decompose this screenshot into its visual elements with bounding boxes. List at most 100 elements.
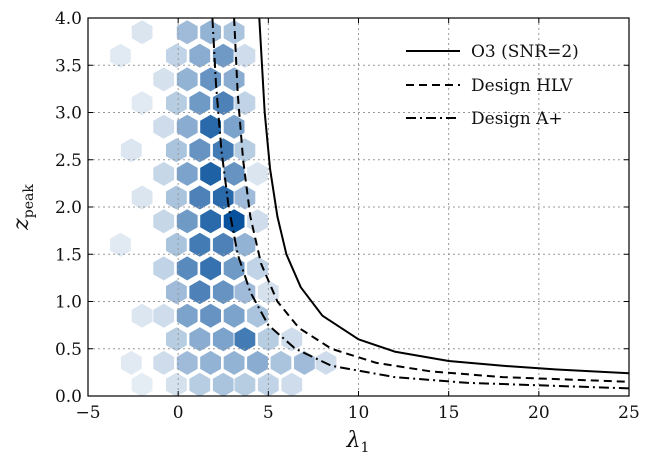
hexbin-cell — [200, 209, 221, 234]
hexbin-cell — [176, 20, 198, 45]
hexbin-cell — [153, 303, 175, 328]
hexbin-cell — [153, 161, 175, 186]
hexbin-cell — [200, 350, 221, 375]
hexbin-cell — [212, 372, 234, 396]
hexbin-cell — [212, 280, 234, 305]
y-tick-label: 1.5 — [55, 245, 82, 265]
hexbin-cell — [189, 91, 211, 116]
hexbin-cell — [176, 114, 198, 139]
y-tick-label: 1.0 — [55, 293, 82, 313]
hexbin-cell — [223, 209, 245, 234]
hexbin-cell — [223, 303, 245, 328]
hexbin-cell — [223, 114, 245, 139]
series-layer — [211, 18, 629, 390]
y-tick-label: 3.5 — [55, 56, 82, 76]
hexbin-cell — [153, 256, 175, 281]
x-tick-label: 20 — [528, 403, 550, 423]
hexbin-cell — [176, 161, 198, 186]
y-tick-label: 0.5 — [55, 340, 82, 360]
hexbin-cell — [234, 185, 256, 210]
series-line-2 — [211, 18, 629, 390]
hexbin-cell — [234, 138, 256, 163]
legend: O3 (SNR=2) Design HLV Design A+ — [406, 42, 579, 129]
hexbin-cell — [212, 43, 234, 68]
hexbin-cell — [234, 280, 256, 305]
hexbin-cell — [176, 303, 198, 328]
hexbin-cell — [212, 91, 234, 116]
y-tick-label: 3.0 — [55, 104, 82, 124]
hexbin-cell — [234, 372, 256, 396]
hexbin-cell — [234, 43, 256, 68]
hexbin-cell — [234, 232, 256, 257]
hexbin-cell — [200, 161, 221, 186]
y-tick-label: 2.5 — [55, 151, 82, 171]
hexbin-cell — [270, 350, 292, 375]
hexbin-cell — [200, 256, 221, 281]
hexbin-cell — [131, 372, 153, 396]
hexbin-cell — [294, 350, 315, 375]
hexbin-cell — [120, 138, 142, 163]
hexbin-cell — [131, 91, 153, 116]
hexbin-layer — [110, 20, 337, 396]
hexbin-cell — [131, 20, 153, 45]
hexbin-cell — [257, 280, 279, 305]
x-tick-label: 10 — [348, 403, 370, 423]
hexbin-cell — [153, 67, 175, 92]
hexbin-cell — [281, 372, 303, 396]
hexbin-cell — [223, 350, 245, 375]
x-tick-label: −5 — [75, 403, 100, 423]
hexbin-cell — [166, 280, 187, 305]
y-axis-title: zpeak — [9, 184, 37, 231]
grid-layer — [88, 18, 629, 396]
hexbin-cell — [200, 20, 221, 45]
hexbin-cell — [200, 303, 221, 328]
hexbin-cell — [166, 185, 187, 210]
hexbin-cell — [110, 232, 131, 257]
legend-label-design-aplus: Design A+ — [471, 109, 563, 129]
hexbin-cell — [189, 372, 211, 396]
hexbin-cell — [212, 138, 234, 163]
hexbin-cell — [166, 43, 187, 68]
hexbin-cell — [247, 161, 268, 186]
hexbin-cell — [223, 67, 245, 92]
hexbin-cell — [131, 185, 153, 210]
hexbin-cell — [176, 350, 198, 375]
hexbin-cell — [200, 114, 221, 139]
hexbin-cell — [153, 350, 175, 375]
hexbin-cell — [166, 138, 187, 163]
tick-layer: −5 0 5 10 15 20 25 0.0 0.5 1.0 1.5 2.0 2.5 3.0 3.5 4.0 — [55, 9, 640, 423]
hexbin-cell — [153, 209, 175, 234]
x-tick-label: 15 — [438, 403, 460, 423]
series-line-1 — [233, 18, 629, 383]
hexbin-cell — [176, 256, 198, 281]
hexbin-cell — [247, 303, 268, 328]
hexbin-cell — [247, 256, 268, 281]
hexbin-cell — [131, 303, 153, 328]
hexbin-cell — [212, 232, 234, 257]
hexbin-cell — [234, 327, 256, 352]
hexbin-cell — [281, 327, 303, 352]
hexbin-cell — [223, 256, 245, 281]
hexbin-cell — [166, 372, 187, 396]
y-tick-label: 0.0 — [55, 387, 82, 407]
hexbin-cell — [176, 209, 198, 234]
y-tick-label: 4.0 — [55, 9, 82, 29]
hexbin-cell — [189, 138, 211, 163]
x-tick-label: 5 — [263, 403, 274, 423]
hexbin-cell — [120, 350, 142, 375]
hexbin-cell — [176, 67, 198, 92]
hexbin-cell — [189, 280, 211, 305]
hexbin-cell — [189, 185, 211, 210]
hexbin-cell — [189, 43, 211, 68]
x-axis-title: λ1 — [346, 428, 370, 456]
hexbin-cell — [153, 114, 175, 139]
legend-label-o3: O3 (SNR=2) — [471, 42, 579, 62]
series-line-0 — [258, 18, 629, 375]
hexbin-cell — [189, 327, 211, 352]
x-tick-label: 0 — [173, 403, 184, 423]
hexbin-cell — [223, 161, 245, 186]
hexbin-cell — [166, 327, 187, 352]
hexbin-cell — [247, 350, 268, 375]
y-tick-label: 2.0 — [55, 198, 82, 218]
